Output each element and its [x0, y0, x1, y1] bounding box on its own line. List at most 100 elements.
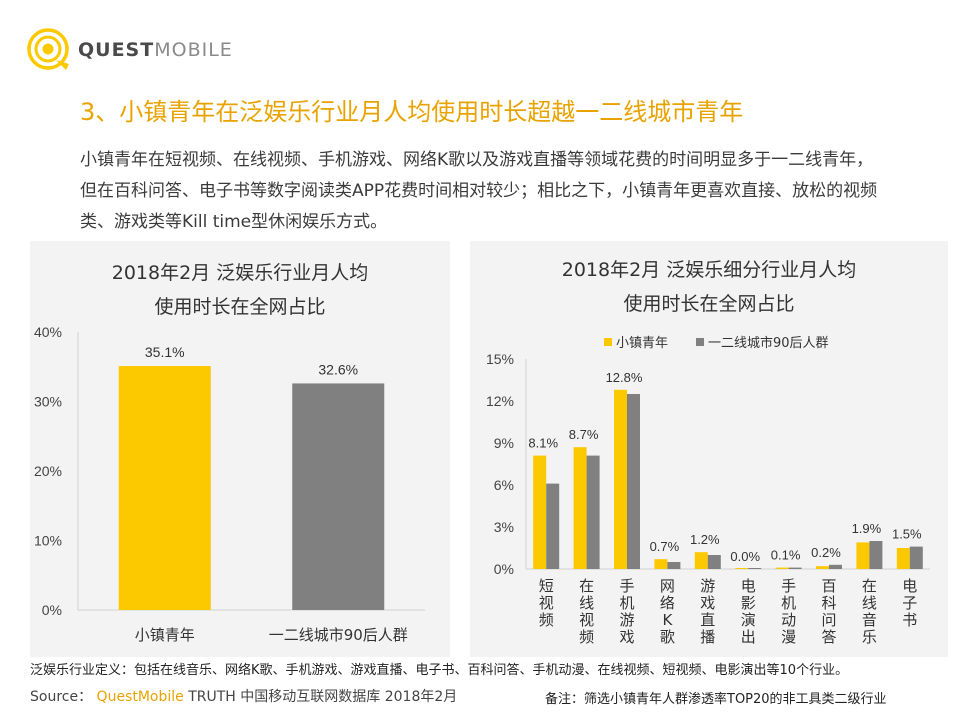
x-tick-label-char: 科: [821, 594, 836, 612]
industry-definition: 泛娱乐行业定义：包括在线音乐、网络K歌、手机游戏、游戏直播、电子书、百科问答、手…: [30, 663, 849, 678]
y-tick-label: 9%: [494, 435, 514, 451]
right-chart-title-line2: 使用时长在全网占比: [623, 293, 795, 315]
bar: [748, 568, 762, 569]
y-tick-label: 0%: [42, 602, 62, 618]
y-tick-label: 20%: [34, 463, 62, 479]
questmobile-logo-icon: [27, 28, 69, 70]
y-tick-label: 40%: [34, 324, 62, 340]
bar: [896, 548, 910, 569]
left-chart-title-line1: 2018年2月 泛娱乐行业月人均: [111, 262, 369, 284]
bar: [533, 455, 547, 569]
bar: [654, 559, 668, 569]
overall-share-chart-panel: 2018年2月 泛娱乐行业月人均 使用时长在全网占比 0% 10% 20% 30% 40…: [30, 241, 450, 657]
bar: [614, 389, 627, 569]
x-tick-label-char: 出: [741, 628, 756, 646]
bar: [856, 542, 870, 569]
page-title: 3、小镇青年在泛娱乐行业月人均使用时长超越一二线城市青年: [80, 98, 744, 126]
x-tick-label-char: 游: [700, 577, 715, 595]
bar: [694, 552, 708, 569]
x-tick-label-char: 线: [862, 594, 877, 612]
bar: [292, 383, 385, 610]
x-tick-label-char: 歌: [660, 628, 675, 646]
x-tick-label-char: 演: [741, 611, 756, 629]
bar: [788, 567, 802, 569]
bar: [829, 564, 842, 569]
bar: [118, 366, 211, 610]
x-tick-label-char: 动: [781, 611, 796, 629]
legend-label: 小镇青年: [616, 336, 668, 351]
x-tick-label-char: 漫: [781, 628, 796, 646]
x-tick-label-char: 游: [619, 611, 634, 629]
x-tick-label-char: 在: [862, 577, 877, 595]
bar: [735, 568, 749, 569]
y-tick-label: 0%: [494, 561, 514, 577]
y-tick-label: 3%: [494, 519, 514, 535]
x-tick-label-char: 频: [579, 628, 594, 646]
bar: [586, 455, 600, 569]
segment-share-bar-chart: 小镇青年 一二线城市90后人群0%3%6%9%12%15%8.1%短视频8.7%在…: [486, 335, 930, 646]
bar-value-label: 12.8%: [606, 370, 643, 385]
x-tick-label-char: 网: [660, 577, 675, 595]
x-tick-label-char: 影: [741, 594, 756, 612]
bar: [573, 447, 587, 569]
y-tick-label: 12%: [486, 393, 514, 409]
legend-swatch: [604, 338, 612, 346]
x-tick-label-char: K: [662, 611, 673, 629]
x-tick-label-char: 戏: [700, 594, 715, 612]
page-description: 小镇青年在短视频、在线视频、手机游戏、网络K歌以及游戏直播等领域花费的时间明显多…: [80, 150, 878, 232]
x-tick-label-char: 手: [781, 577, 796, 595]
bar-value-label: 1.9%: [852, 521, 882, 536]
x-tick-label-char: 书: [902, 611, 917, 629]
segment-share-chart-panel: 2018年2月 泛娱乐细分行业月人均 使用时长在全网占比 小镇青年 一二线城市90…: [470, 241, 948, 657]
bar: [546, 483, 560, 569]
bar-value-label: 8.7%: [569, 427, 599, 442]
overall-share-bar-chart: 0% 10% 20% 30% 40% 35.1% 小镇青年 32.6% 一二线城市90后人群: [34, 324, 425, 644]
x-tick-label-char: 线: [579, 594, 594, 612]
footnote: 备注：筛选小镇青年人群渗透率TOP20的非工具类二级行业: [545, 692, 887, 707]
bar-value-label: 1.2%: [690, 532, 720, 547]
x-tick-label-char: 短: [539, 577, 554, 595]
x-tick-label-char: 络: [660, 594, 675, 612]
x-tick-label-char: 问: [821, 611, 836, 629]
bar-value-label: 0.0%: [730, 549, 760, 564]
x-tick-label-char: 电: [741, 577, 756, 595]
brand-logo: QUESTMOBILE: [26, 28, 232, 72]
x-tick-label-char: 播: [700, 628, 715, 646]
bar: [816, 566, 829, 569]
x-tick-label-char: 在: [579, 577, 594, 595]
y-tick-label: 6%: [494, 477, 514, 493]
right-chart-title-line1: 2018年2月 泛娱乐细分行业月人均: [561, 259, 857, 281]
brand-wordmark: QUESTMOBILE: [78, 39, 233, 61]
x-tick-label-char: 直: [700, 611, 715, 629]
bar-value-label: 8.1%: [528, 436, 558, 451]
legend-swatch: [696, 338, 704, 346]
x-tick-label-char: 戏: [619, 628, 634, 646]
x-tick-label-char: 百: [821, 577, 836, 595]
x-tick-label: 一二线城市90后人群: [269, 626, 408, 644]
bar-value-label: 1.5%: [892, 527, 922, 542]
bar: [707, 555, 721, 569]
x-tick-label-char: 答: [821, 628, 836, 646]
bar-value-label: 0.2%: [811, 545, 841, 560]
bar-value-label: 0.1%: [771, 548, 801, 563]
bar: [909, 546, 923, 569]
x-tick-label-char: 手: [619, 577, 634, 595]
bar-value-label: 0.7%: [650, 539, 680, 554]
bar-value-label: 32.6%: [318, 361, 358, 377]
x-tick-label-char: 视: [579, 611, 594, 629]
bar: [667, 562, 681, 569]
y-tick-label: 15%: [486, 351, 514, 367]
x-tick-label: 小镇青年: [135, 626, 195, 644]
x-tick-label-char: 乐: [862, 628, 877, 646]
bar: [775, 567, 789, 569]
x-tick-label-char: 频: [539, 611, 554, 629]
x-tick-label-char: 音: [862, 611, 877, 629]
x-tick-label-char: 子: [902, 594, 917, 612]
legend-label: 一二线城市90后人群: [708, 335, 829, 351]
x-tick-label-char: 机: [619, 594, 634, 612]
bar: [627, 394, 640, 569]
bar: [869, 541, 883, 569]
bar-value-label: 35.1%: [145, 344, 185, 360]
y-tick-label: 30%: [34, 394, 62, 410]
y-tick-label: 10%: [34, 533, 62, 549]
